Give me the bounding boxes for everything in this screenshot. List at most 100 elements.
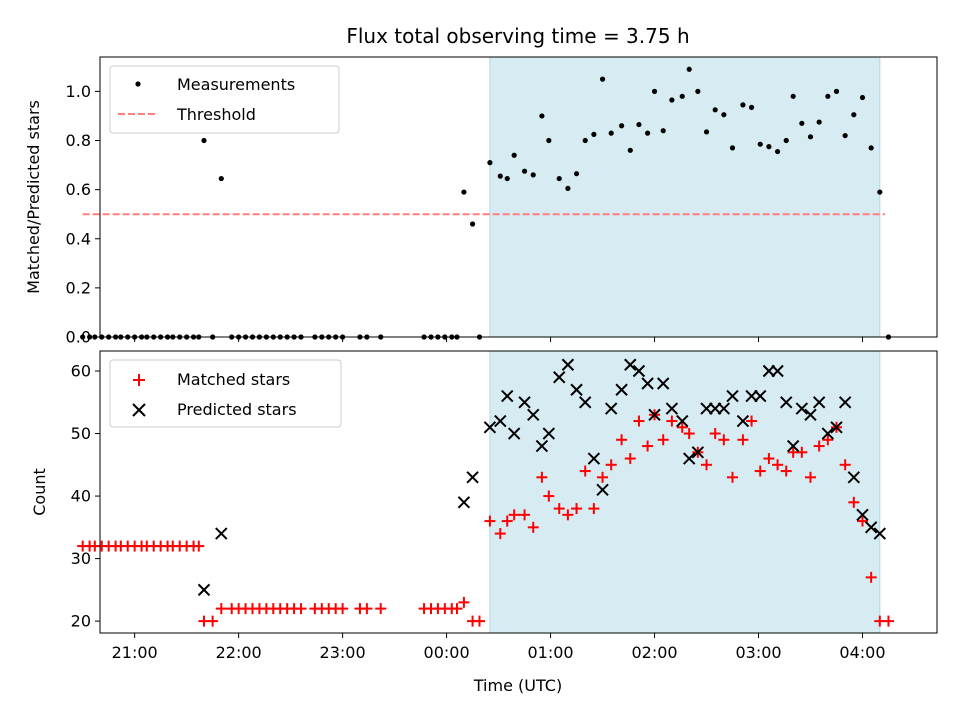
measurement-point <box>636 121 642 128</box>
measurement-point <box>799 120 805 126</box>
bottom-y-axis-label: Count <box>30 468 49 516</box>
measurement-point <box>766 144 772 150</box>
y-tick-label: 0.4 <box>66 229 91 248</box>
predicted-star-point <box>873 527 887 540</box>
predicted-star-point <box>466 471 479 484</box>
measurement-point <box>487 160 493 166</box>
measurement-point <box>842 132 848 139</box>
matched-star-point <box>822 434 834 446</box>
measurement-point <box>669 97 675 103</box>
measurement-point <box>833 88 840 94</box>
measurement-point <box>627 147 633 153</box>
bottom-x-ticks: 21:00 22:00 23:00 00:00 01:00 02:00 03:00 04:00 <box>112 633 886 662</box>
measurement-point <box>511 152 517 158</box>
predicted-star-point <box>197 583 211 597</box>
matched-star-point <box>519 509 531 521</box>
matched-star-point <box>746 415 758 427</box>
predicted-star-point <box>587 452 601 465</box>
measurement-point <box>87 334 93 340</box>
measurement-point <box>679 93 685 99</box>
predicted-star-point <box>804 408 817 421</box>
predicted-star-point <box>838 396 852 409</box>
matched-star-point <box>474 615 486 627</box>
top-y-ticks: 0.0 0.2 0.4 0.6 0.8 1.0 <box>66 82 100 347</box>
predicted-star-point <box>864 521 878 534</box>
matched-star-point <box>616 434 628 446</box>
y-tick-label: 60 <box>71 362 91 381</box>
top-axes-frame <box>99 56 938 338</box>
predicted-star-point <box>771 364 784 378</box>
matched-star-point <box>295 603 307 615</box>
measurement-point <box>619 123 625 129</box>
matched-star-point <box>804 471 816 483</box>
measurement-point <box>790 93 796 99</box>
predicted-star-point <box>726 389 739 403</box>
matched-star-point <box>484 515 496 527</box>
top-legend-box <box>109 65 340 134</box>
measurement-point <box>712 107 718 113</box>
matched-star-point <box>536 471 548 483</box>
measurement-point <box>825 93 831 99</box>
predicted-star-point <box>641 377 654 390</box>
predicted-star-point <box>561 358 575 371</box>
measurement-point <box>868 145 874 151</box>
matched-star-point <box>501 515 513 527</box>
matched-star-point <box>508 509 520 521</box>
x-tick-label: 04:00 <box>839 643 885 662</box>
measurement-point <box>740 102 746 108</box>
matched-star-point <box>813 440 825 452</box>
observing-window-shade-top <box>489 56 881 338</box>
measurement-point <box>721 112 727 118</box>
matched-star-point <box>543 490 555 502</box>
measurement-point <box>877 189 883 195</box>
y-tick-label: 0.6 <box>66 180 91 199</box>
predicted-star-point <box>786 439 800 453</box>
legend-label-threshold: Threshold <box>176 105 256 124</box>
matched-star-point <box>553 503 565 515</box>
top-legend: Measurements Threshold <box>109 65 340 134</box>
measurement-point <box>556 175 562 182</box>
predicted-star-point <box>656 377 670 390</box>
matched-star-point <box>657 434 669 446</box>
predicted-star-point <box>527 408 540 421</box>
measurement-point <box>859 94 866 101</box>
matched-star-point <box>772 459 784 471</box>
matched-star-point <box>458 596 470 608</box>
measurement-point <box>774 148 781 155</box>
measurement-point <box>530 172 536 178</box>
predicted-star-point <box>507 427 521 440</box>
bottom-legend: Matched stars Predicted stars <box>109 359 342 428</box>
chart-title: Flux total observing time = 3.75 h <box>346 24 689 48</box>
bottom-axes-frame <box>99 350 938 634</box>
predicted-star-point <box>847 471 861 484</box>
predicted-star-point <box>596 483 609 497</box>
matched-star-point <box>215 603 227 615</box>
predicted-star-point <box>821 427 835 440</box>
legend-marker-measurements <box>135 81 141 87</box>
predicted-star-point <box>856 508 869 522</box>
measurement-point <box>80 334 86 340</box>
measurement-point <box>201 137 207 144</box>
top-panel: 0.0 0.2 0.4 0.6 0.8 1.0 Matched/Predicted sta… <box>24 56 938 347</box>
x-tick-label: 02:00 <box>631 643 677 662</box>
y-tick-label: 20 <box>71 612 91 631</box>
matched-star-point <box>579 465 591 477</box>
predicted-star-point <box>553 371 566 384</box>
predicted-star-point <box>665 402 679 415</box>
predicted-star-point <box>215 527 228 540</box>
measurement-point <box>651 88 658 94</box>
predicted-star-point <box>605 402 618 415</box>
measurement-point <box>686 66 692 72</box>
measurement-point <box>757 141 763 147</box>
measurement-point <box>546 137 552 144</box>
measurement-point <box>92 334 98 340</box>
matched-star-point <box>796 446 808 458</box>
measurement-point <box>807 134 814 140</box>
matched-star-point <box>763 453 775 465</box>
predicted-star-point <box>632 364 646 378</box>
matched-star-point <box>597 471 609 483</box>
bottom-panel: 20 30 40 50 60 21:00 22:00 23:00 00:00 01:00 02:0… <box>30 350 938 662</box>
measurement-point <box>461 189 467 195</box>
predicted-star-point <box>579 396 592 409</box>
